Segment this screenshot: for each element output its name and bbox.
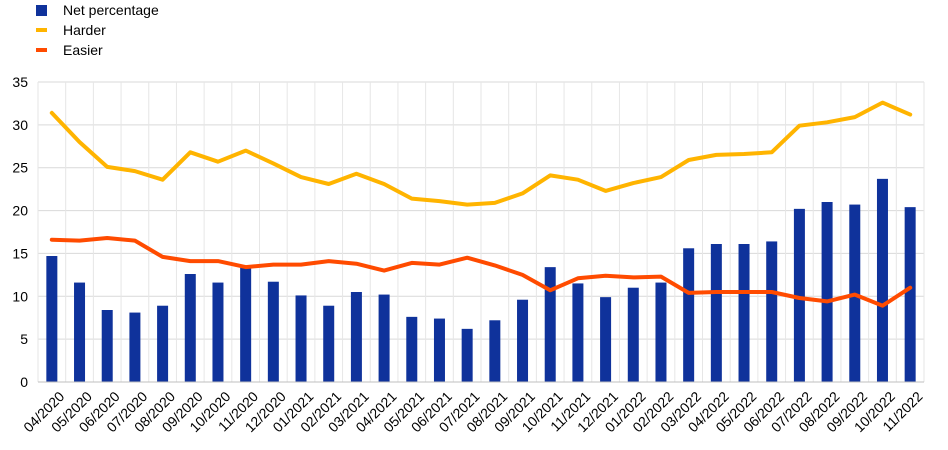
y-tick-label: 20	[12, 203, 28, 219]
y-tick-label: 5	[20, 331, 28, 347]
bar-06-2021	[433, 318, 445, 382]
legend-label-1: Harder	[63, 22, 106, 38]
y-tick-label: 25	[12, 160, 28, 176]
legend-label-2: Easier	[63, 42, 103, 58]
legend: Net percentage Harder Easier	[36, 2, 159, 58]
bar-06-2022	[766, 241, 778, 382]
bar-11-2021	[572, 283, 584, 382]
bar-01-2022	[627, 287, 639, 382]
line-easier	[49, 236, 913, 308]
bar-10-2021	[544, 267, 556, 382]
bar-01-2021	[295, 295, 307, 382]
bar-08-2020	[157, 305, 169, 382]
legend-swatch-2	[36, 48, 47, 52]
legend-label-0: Net percentage	[63, 2, 159, 18]
bar-10-2020	[212, 282, 224, 382]
bar-04-2022	[710, 244, 722, 382]
bar-10-2022	[876, 178, 888, 382]
bar-09-2021	[517, 299, 529, 382]
gridlines	[37, 81, 925, 382]
bar-09-2020	[184, 274, 196, 382]
legend-swatch-1	[36, 28, 47, 32]
line-harder	[49, 100, 913, 207]
bar-12-2020	[267, 281, 279, 382]
bar-07-2022	[793, 208, 805, 382]
y-tick-label: 10	[12, 288, 28, 304]
legend-swatch-0	[36, 5, 47, 16]
bar-04-2020	[46, 256, 58, 382]
y-tick-label: 0	[20, 374, 28, 390]
y-axis-ticks: 0 5 10 15 20 25 30 35	[12, 74, 28, 390]
bar-06-2020	[101, 310, 113, 382]
bar-02-2021	[323, 305, 335, 382]
bar-11-2020	[240, 267, 252, 382]
bar-03-2021	[350, 292, 362, 382]
y-tick-label: 35	[12, 74, 28, 90]
x-axis-ticks: 04/202005/202006/202007/202008/202009/20…	[20, 388, 926, 435]
bar-08-2022	[821, 202, 833, 382]
bar-11-2022	[904, 207, 916, 382]
bar-05-2022	[738, 244, 750, 382]
bar-08-2021	[489, 320, 501, 382]
bar-series	[46, 178, 916, 382]
bar-04-2021	[378, 294, 390, 382]
y-tick-label: 15	[12, 245, 28, 261]
bar-12-2021	[600, 297, 612, 382]
bar-05-2021	[406, 316, 418, 382]
y-tick-label: 30	[12, 117, 28, 133]
bar-07-2020	[129, 312, 141, 382]
bar-05-2020	[74, 282, 86, 382]
bar-07-2021	[461, 328, 473, 382]
bar-03-2022	[683, 248, 695, 382]
bar-02-2022	[655, 282, 667, 382]
line-series	[49, 100, 913, 308]
